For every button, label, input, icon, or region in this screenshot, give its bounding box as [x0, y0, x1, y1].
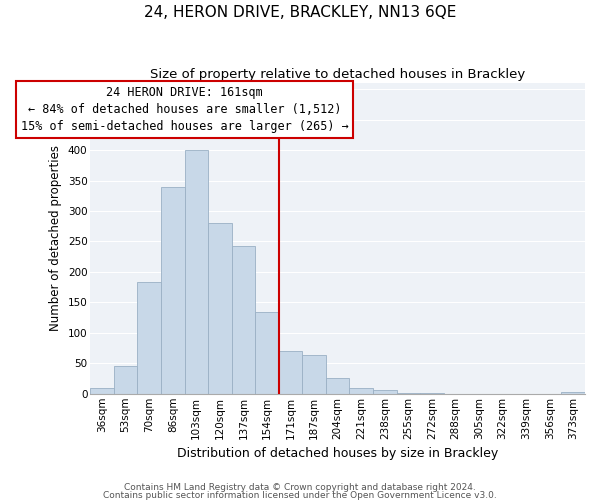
- Bar: [114, 366, 137, 394]
- Title: Size of property relative to detached houses in Brackley: Size of property relative to detached ho…: [150, 68, 525, 80]
- Bar: [349, 388, 373, 394]
- Bar: [137, 282, 161, 394]
- Bar: [208, 223, 232, 394]
- Text: Contains public sector information licensed under the Open Government Licence v3: Contains public sector information licen…: [103, 490, 497, 500]
- Bar: [397, 393, 420, 394]
- Bar: [326, 378, 349, 394]
- Bar: [279, 351, 302, 394]
- Bar: [255, 312, 279, 394]
- Text: 24, HERON DRIVE, BRACKLEY, NN13 6QE: 24, HERON DRIVE, BRACKLEY, NN13 6QE: [144, 5, 456, 20]
- Text: Contains HM Land Registry data © Crown copyright and database right 2024.: Contains HM Land Registry data © Crown c…: [124, 484, 476, 492]
- Bar: [420, 393, 443, 394]
- Bar: [185, 150, 208, 394]
- X-axis label: Distribution of detached houses by size in Brackley: Distribution of detached houses by size …: [177, 447, 498, 460]
- Bar: [161, 186, 185, 394]
- Y-axis label: Number of detached properties: Number of detached properties: [49, 146, 62, 332]
- Text: 24 HERON DRIVE: 161sqm
← 84% of detached houses are smaller (1,512)
15% of semi-: 24 HERON DRIVE: 161sqm ← 84% of detached…: [20, 86, 349, 133]
- Bar: [232, 246, 255, 394]
- Bar: [302, 356, 326, 394]
- Bar: [91, 388, 114, 394]
- Bar: [562, 392, 585, 394]
- Bar: [373, 390, 397, 394]
